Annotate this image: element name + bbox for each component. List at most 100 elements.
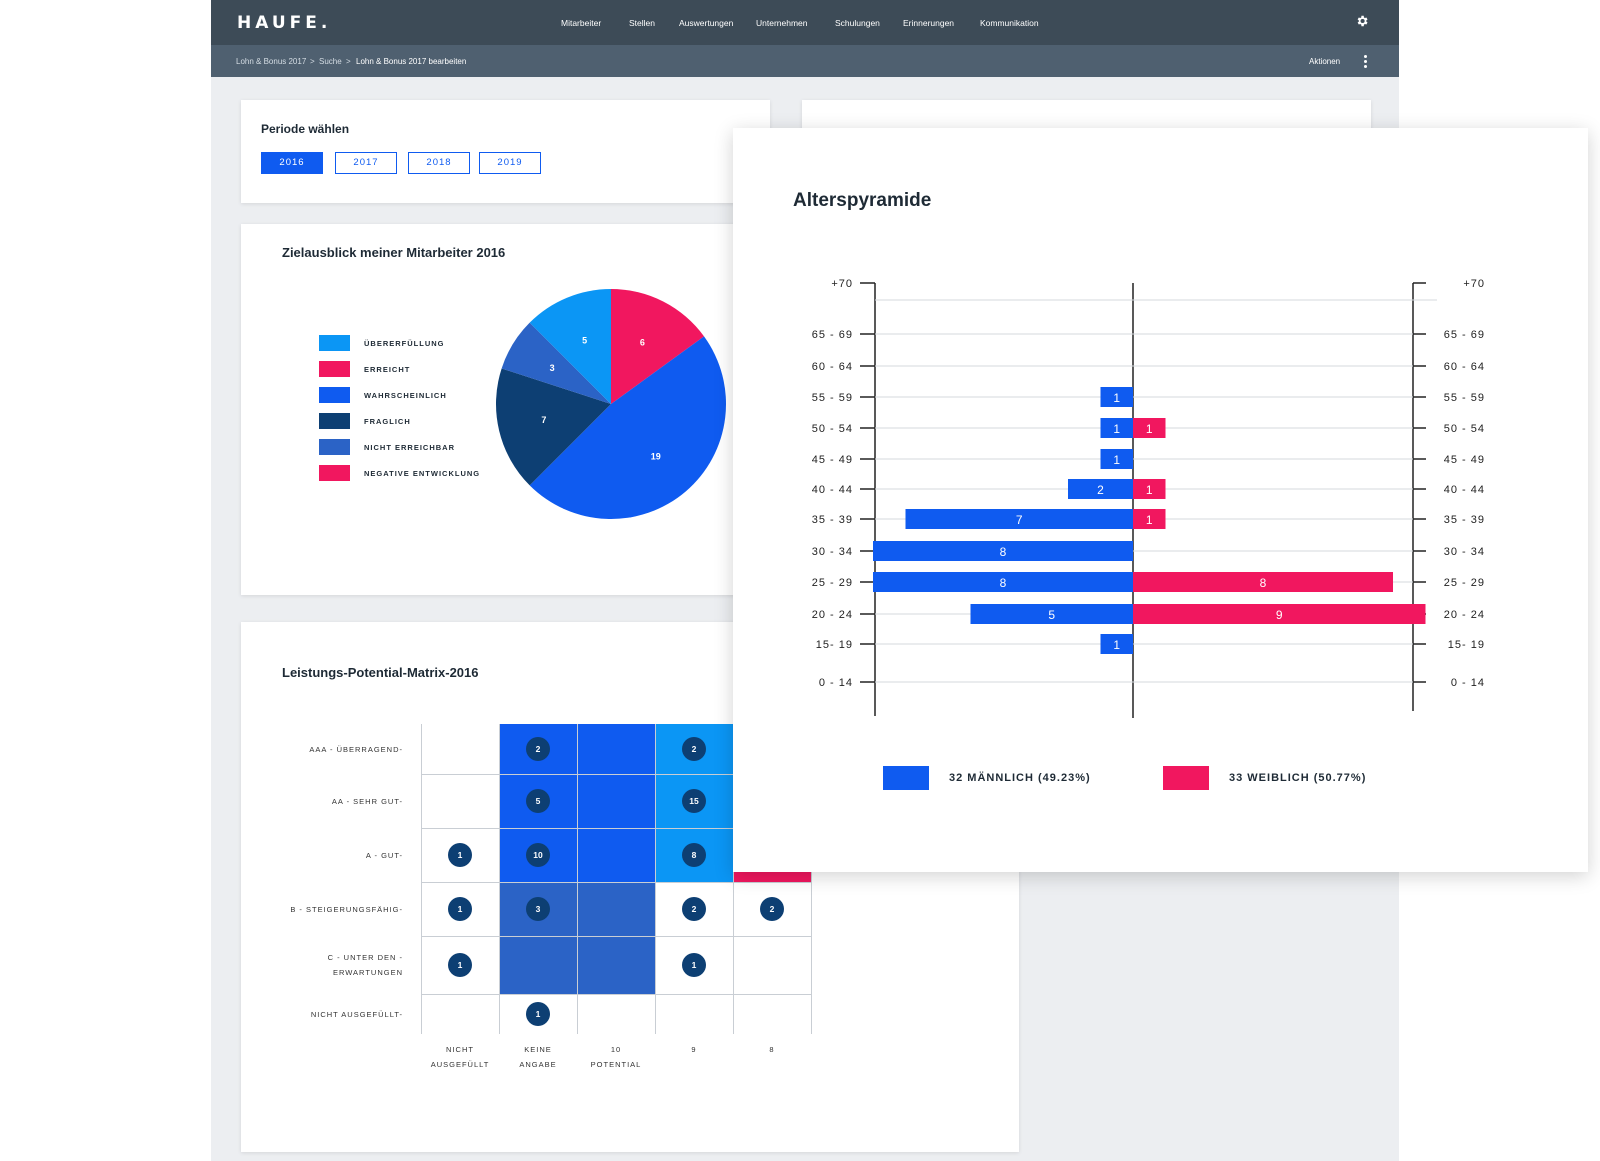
nav-item-stellen[interactable]: Stellen	[629, 18, 655, 28]
age-tick-label-right: 55 - 59	[1444, 392, 1485, 404]
nav-item-auswertungen[interactable]: Auswertungen	[679, 18, 734, 28]
matrix-column-label: 10 POTENTIAL	[590, 1045, 642, 1069]
legend-label: ÜBERERFÜLLUNG	[364, 339, 445, 348]
age-tick-label-right: 50 - 54	[1444, 423, 1485, 435]
period-button-2016[interactable]: 2016	[261, 152, 323, 174]
age-tick-label-left: +70	[831, 278, 853, 290]
matrix-grid-line	[811, 724, 812, 1034]
pie-legend-item: ERREICHT	[319, 361, 519, 377]
matrix-count-badge[interactable]: 1	[682, 953, 706, 977]
age-tick-label-left: 40 - 44	[812, 484, 853, 496]
matrix-count-badge[interactable]: 1	[448, 843, 472, 867]
male-bar[interactable]	[1068, 479, 1133, 499]
pie-slice[interactable]	[529, 289, 611, 404]
matrix-count-badge[interactable]: 1	[526, 1002, 550, 1026]
female-bar[interactable]	[1133, 479, 1166, 499]
matrix-column-label: NICHT AUSGEFÜLLT	[430, 1045, 490, 1069]
matrix-cell	[577, 882, 655, 936]
male-bar[interactable]	[873, 541, 1133, 561]
pie-slice[interactable]	[611, 289, 705, 404]
matrix-count-badge[interactable]: 10	[526, 843, 550, 867]
matrix-count-badge[interactable]: 1	[448, 897, 472, 921]
male-bar[interactable]	[1100, 387, 1134, 407]
female-bar[interactable]	[1133, 572, 1393, 592]
pie-slice[interactable]	[496, 368, 611, 486]
breadcrumb-separator: >	[346, 57, 351, 66]
nav-item-mitarbeiter[interactable]: Mitarbeiter	[561, 18, 602, 28]
matrix-grid-line	[655, 724, 656, 1034]
nav-item-unternehmen[interactable]: Unternehmen	[756, 18, 808, 28]
age-tick-label-left: 60 - 64	[812, 361, 853, 373]
age-tick-label-right: 45 - 49	[1444, 454, 1485, 466]
male-bar-label: 7	[1016, 513, 1023, 527]
female-bar[interactable]	[1133, 418, 1166, 438]
matrix-count-badge[interactable]: 5	[526, 789, 550, 813]
breadcrumb-item-current: Lohn & Bonus 2017 bearbeiten	[356, 57, 467, 66]
female-bar-label: 9	[1276, 608, 1283, 622]
matrix-row-label: C - UNTER DEN - ERWARTUNGEN	[327, 953, 403, 977]
more-vertical-icon[interactable]	[1362, 53, 1368, 71]
matrix-count-badge[interactable]: 3	[526, 897, 550, 921]
male-bar-label: 8	[1000, 545, 1007, 559]
matrix-cell	[577, 724, 655, 774]
age-tick-label-left: 30 - 34	[812, 546, 853, 558]
legend-label: WAHRSCHEINLICH	[364, 391, 447, 400]
male-bar[interactable]	[905, 509, 1134, 529]
legend-label: ERREICHT	[364, 365, 411, 374]
age-tick-label-left: 20 - 24	[812, 609, 853, 621]
gear-icon[interactable]	[1355, 14, 1369, 28]
matrix-title: Leistungs-Potential-Matrix-2016	[282, 665, 479, 680]
nav-item-schulungen[interactable]: Schulungen	[835, 18, 880, 28]
matrix-count-badge[interactable]: 8	[682, 843, 706, 867]
haufe-logo[interactable]: HAUFE.	[237, 13, 332, 33]
pie-slice[interactable]	[501, 322, 611, 404]
female-bar[interactable]	[1133, 604, 1426, 624]
breadcrumb-item-lohn-bonus[interactable]: Lohn & Bonus 2017	[236, 57, 307, 66]
age-tick-label-right: 15- 19	[1448, 639, 1485, 651]
age-pyramid-title: Alterspyramide	[793, 190, 932, 211]
matrix-count-badge[interactable]: 1	[448, 953, 472, 977]
actions-button[interactable]: Aktionen	[1309, 57, 1341, 66]
age-tick-label-right: 20 - 24	[1444, 609, 1485, 621]
age-tick-label-left: 50 - 54	[812, 423, 853, 435]
male-bar[interactable]	[873, 572, 1133, 592]
pie-chart: 6 19 7 3 5	[496, 289, 726, 519]
matrix-count-badge[interactable]: 2	[682, 737, 706, 761]
matrix-grid-line	[577, 724, 578, 1034]
breadcrumb-separator: >	[310, 57, 315, 66]
legend-swatch	[319, 413, 350, 429]
legend-label: FRAGLICH	[364, 417, 411, 426]
male-bar[interactable]	[1100, 634, 1134, 654]
matrix-grid-line	[421, 882, 811, 883]
performance-potential-card: Leistungs-Potential-Matrix-2016 AAA - ÜB…	[241, 622, 1019, 1152]
age-tick-label-left: 45 - 49	[812, 454, 853, 466]
breadcrumb-item-suche[interactable]: Suche	[319, 57, 342, 66]
matrix-count-badge[interactable]: 2	[526, 737, 550, 761]
nav-item-kommunikation[interactable]: Kommunikation	[980, 18, 1039, 28]
matrix-row-label: A - GUT-	[365, 851, 403, 860]
age-tick-label-right: 65 - 69	[1444, 329, 1485, 341]
age-tick-label-right: 60 - 64	[1444, 361, 1485, 373]
female-bar[interactable]	[1133, 509, 1166, 529]
legend-swatch	[319, 335, 350, 351]
matrix-cell	[499, 936, 577, 994]
matrix-count-badge[interactable]: 2	[682, 897, 706, 921]
male-bar[interactable]	[1100, 449, 1134, 469]
matrix-grid-line	[421, 828, 811, 829]
matrix-cell	[577, 774, 655, 828]
matrix-row-label: NICHT AUSGEFÜLLT-	[310, 1010, 403, 1019]
male-bar[interactable]	[970, 604, 1134, 624]
legend-swatch	[319, 387, 350, 403]
period-button-2017[interactable]: 2017	[335, 152, 397, 174]
age-tick-label-right: +70	[1463, 278, 1485, 290]
matrix-count-badge[interactable]: 15	[682, 789, 706, 813]
period-button-2018[interactable]: 2018	[408, 152, 470, 174]
matrix-count-badge[interactable]: 2	[760, 897, 784, 921]
male-bar[interactable]	[1100, 418, 1134, 438]
pie-slice[interactable]	[529, 336, 726, 519]
period-card: Periode wählen 2016 2017 2018 2019	[241, 100, 770, 203]
matrix-grid-line	[421, 936, 811, 937]
nav-item-erinnerungen[interactable]: Erinnerungen	[903, 18, 955, 28]
male-bar-label: 5	[1048, 608, 1055, 622]
period-button-2019[interactable]: 2019	[479, 152, 541, 174]
